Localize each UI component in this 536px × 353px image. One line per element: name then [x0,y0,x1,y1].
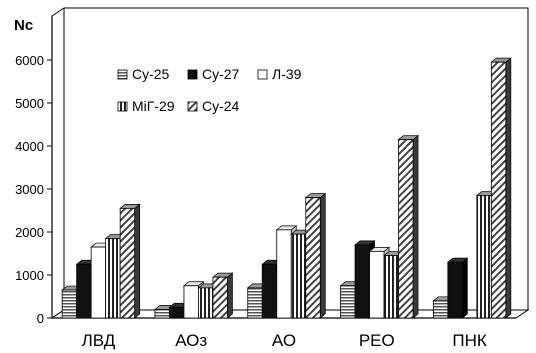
legend-swatch [117,101,128,112]
y-tick-label: 1000 [15,268,44,283]
x-category-label: ЛВД [82,331,116,350]
y-tick-label: 3000 [15,182,44,197]
bar-front [105,238,121,319]
bar-front [398,139,414,319]
bar-front [305,197,321,319]
legend-label: Су-25 [132,66,170,82]
bar-front [476,195,492,319]
bar-front [169,306,185,319]
legend-label: МіГ-29 [132,98,175,114]
labels: 0 1000 2000 3000 4000 5000 6000 ЛВД АОз АО РЕО ПНК [15,53,487,350]
legend-label: Л-39 [272,66,302,82]
legend-label: Су-24 [202,98,240,114]
bar-front [154,308,170,319]
plot-side-wall [51,7,65,319]
bar-front [90,246,107,319]
legend-item: Су-25 [117,66,170,82]
bar-front [354,244,370,319]
y-tick-label: 4000 [15,139,44,154]
bar-side [227,272,233,319]
bar-front [432,300,449,319]
bar-front [340,285,356,319]
legend-item: Су-27 [187,66,240,82]
y-tick-label: 2000 [15,225,44,240]
bar-front [369,250,385,319]
bar-front [383,255,399,319]
legend-item: Су-24 [187,98,240,114]
x-category-label: ПНК [452,331,486,350]
bar-front [76,263,92,319]
bar-front [61,289,78,319]
y-tick-label: 0 [37,311,44,326]
legend-item: Л-39 [257,66,302,82]
legend: Су-25 Су-27 Л-39 МіГ-29 Су-24 [117,66,302,114]
bar-front [212,276,228,319]
bar-side [134,203,140,319]
bar [119,203,141,319]
y-axis-title: Nc [14,17,33,34]
x-category-label: РЕО [359,331,395,350]
bar-front [261,263,278,319]
bar-front [119,207,136,319]
bar [304,192,327,319]
legend-swatch [117,69,128,80]
bar-front [183,285,199,319]
bar-front [290,233,307,319]
legend-swatch [187,101,198,112]
bar-side [412,134,419,319]
legend-item: МіГ-29 [117,98,175,114]
bar [446,257,469,319]
legend-swatch [187,69,198,80]
bar [490,57,512,319]
bar-side [462,257,468,319]
y-tick-label: 5000 [15,96,44,111]
bar [397,134,420,319]
bar-front [276,229,292,319]
bar-front [447,261,463,319]
legend-label: Су-27 [202,66,240,82]
bar-side [319,192,326,319]
bar-side [505,57,512,319]
x-category-label: АОз [175,331,207,350]
legend-swatch [257,69,268,80]
bar [211,272,234,319]
bar-front [490,61,507,319]
bar-front [198,287,214,319]
bar-front [247,287,263,319]
y-tick-label: 6000 [15,53,44,68]
x-category-label: АО [272,331,296,350]
bars [61,57,512,319]
